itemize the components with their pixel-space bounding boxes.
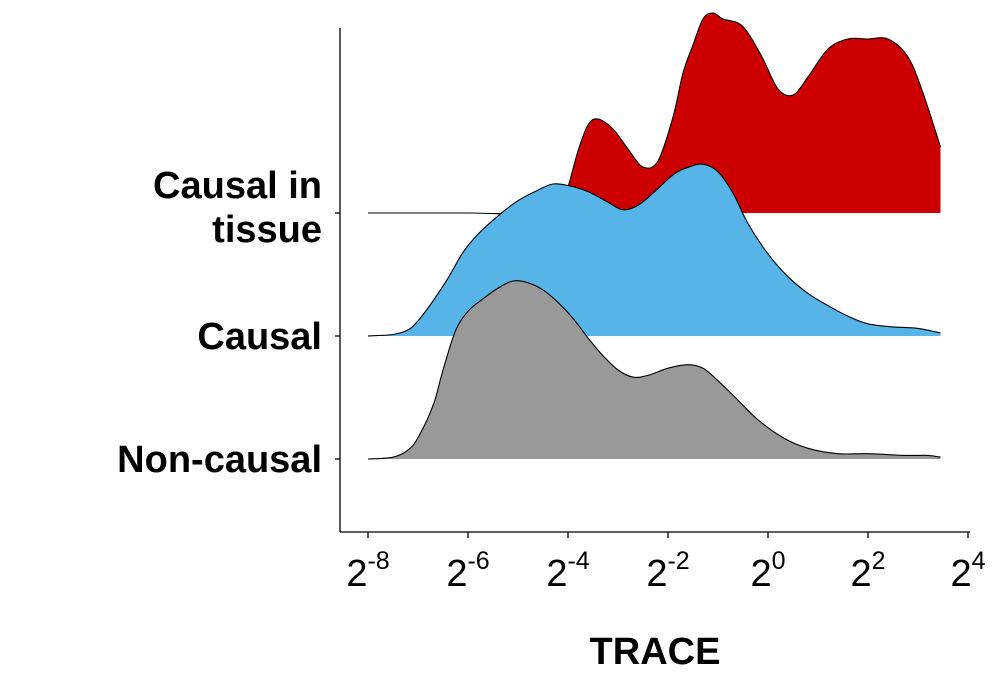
x-tick-label--6: 2-6 [446, 547, 489, 595]
y-label-causal-in-tissue-line2: tissue [212, 209, 322, 251]
x-tick-label--2: 2-2 [646, 547, 689, 595]
x-tick-label--4: 2-4 [546, 547, 589, 595]
ridges-layer [367, 12, 942, 460]
y-label-non-causal: Non-causal [117, 439, 322, 481]
x-tick-label-4: 24 [950, 547, 985, 595]
ridge-outline-causal-in-tissue [368, 12, 942, 216]
x-axis-title: TRACE [590, 631, 721, 673]
ridge-outline-non-causal [367, 280, 941, 460]
ridge-fill-causal-in-tissue [368, 13, 941, 215]
x-tick-label-2: 22 [850, 547, 885, 595]
x-tick-label-0: 20 [750, 547, 785, 595]
y-label-causal-in-tissue-line1: Causal in [153, 165, 322, 207]
ridge-fill-non-causal [368, 280, 941, 459]
y-label-causal: Causal [197, 316, 322, 358]
ridge-outline-causal [367, 163, 941, 337]
x-tick-label--8: 2-8 [346, 547, 389, 595]
x-ticks-layer: 2-8 2-6 2-4 2-2 20 22 24 [346, 532, 986, 595]
y-ticks-layer [335, 212, 340, 460]
